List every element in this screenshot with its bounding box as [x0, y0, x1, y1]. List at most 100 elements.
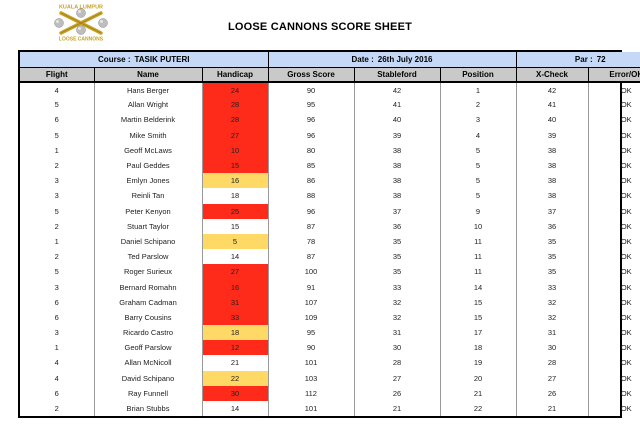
cell-position: 21: [440, 385, 517, 401]
cell-name: Brian Stubbs: [94, 400, 203, 417]
crossed-cannons-logo-icon: KUALA LUMPUR LOOSE CANNONS: [54, 5, 108, 43]
cell-xcheck: 31: [516, 325, 589, 341]
cell-gross-score: 91: [268, 279, 355, 295]
cell-stableford: 37: [354, 203, 441, 219]
page-title: LOOSE CANNONS SCORE SHEET: [227, 21, 413, 33]
table-row: 1 Daniel Schipano 5 78 35 11 35 OK: [20, 233, 640, 250]
par-value: 72: [596, 54, 606, 64]
cell-name: Graham Cadman: [94, 294, 203, 310]
cell-stableford: 36: [354, 218, 441, 234]
cell-position: 9: [440, 203, 517, 219]
table-row: 2 Stuart Taylor 15 87 36 10 36 OK: [20, 218, 640, 234]
table-row: 6 Barry Cousins 33 109 32 15 32 OK: [20, 309, 640, 325]
cell-flight: 1: [20, 340, 95, 356]
cell-error-ok: OK: [620, 221, 632, 231]
cell-name: Geoff Parslow: [94, 340, 203, 356]
cell-gross-score: 80: [268, 142, 355, 158]
cell-handicap: 33: [202, 309, 269, 325]
cell-position: 15: [440, 294, 517, 310]
cell-position: 19: [440, 355, 517, 371]
cell-gross-score: 103: [268, 370, 355, 386]
cell-handicap: 24: [202, 82, 269, 98]
svg-text:LOOSE CANNONS: LOOSE CANNONS: [59, 37, 104, 43]
cell-stableford: 32: [354, 309, 441, 325]
cell-xcheck: 38: [516, 142, 589, 158]
cell-error-ok: OK: [620, 100, 632, 110]
cell-name: Ricardo Castro: [94, 325, 203, 341]
cell-position: 5: [440, 142, 517, 158]
cell-flight: 5: [20, 264, 95, 280]
cell-handicap: 21: [202, 355, 269, 371]
cell-name: Hans Berger: [94, 82, 203, 98]
cell-flight: 3: [20, 279, 95, 295]
cell-handicap: 28: [202, 112, 269, 128]
cell-stableford: 38: [354, 157, 441, 174]
cell-gross-score: 95: [268, 325, 355, 341]
column-header-row: Flight Name Handicap Gross Score Stablef…: [20, 67, 640, 83]
cell-stableford: 32: [354, 294, 441, 310]
cell-position: 5: [440, 173, 517, 189]
cell-flight: 5: [20, 97, 95, 113]
table-row: 4 David Schipano 22 103 27 20 27 OK: [20, 370, 640, 386]
table-row: 1 Geoff Parslow 12 90 30 18 30 OK: [20, 340, 640, 356]
cell-name: Ted Parslow: [94, 249, 203, 265]
table-row: 3 Bernard Romahn 16 91 33 14 33 OK: [20, 279, 640, 295]
cell-flight: 1: [20, 233, 95, 250]
cell-name: Allan McNicoll: [94, 355, 203, 371]
cell-stableford: 35: [354, 233, 441, 250]
cell-gross-score: 109: [268, 309, 355, 325]
cell-stableford: 41: [354, 97, 441, 113]
cell-xcheck: 27: [516, 370, 589, 386]
cell-name: Allan Wright: [94, 97, 203, 113]
column-header-errorok: Error/OK: [588, 67, 640, 83]
cell-xcheck: 41: [516, 97, 589, 113]
club-logo: KUALA LUMPUR LOOSE CANNONS: [48, 2, 114, 42]
cell-error-ok: OK: [620, 206, 632, 216]
cell-xcheck: 32: [516, 294, 589, 310]
cell-error-ok: OK: [620, 267, 632, 277]
cell-handicap: 5: [202, 233, 269, 250]
cell-flight: 6: [20, 309, 95, 325]
course-label: Course :: [98, 54, 131, 64]
date-value: 26th July 2016: [377, 54, 433, 64]
cell-xcheck: 36: [516, 218, 589, 234]
table-row: 5 Roger Surieux 27 100 35 11 35 OK: [20, 264, 640, 280]
cell-gross-score: 101: [268, 355, 355, 371]
cell-name: Roger Surieux: [94, 264, 203, 280]
cell-stableford: 33: [354, 279, 441, 295]
cell-error-ok: OK: [620, 236, 632, 246]
cell-flight: 4: [20, 355, 95, 371]
cell-xcheck: 37: [516, 203, 589, 219]
column-header-position: Position: [440, 67, 517, 83]
cell-gross-score: 112: [268, 385, 355, 401]
table-row: 3 Ricardo Castro 18 95 31 17 31 OK: [20, 325, 640, 341]
cell-name: Bernard Romahn: [94, 279, 203, 295]
cell-position: 1: [440, 82, 517, 98]
cell-position: 15: [440, 309, 517, 325]
cell-stableford: 38: [354, 173, 441, 189]
cell-gross-score: 95: [268, 97, 355, 113]
table-row: 2 Ted Parslow 14 87 35 11 35 OK: [20, 249, 640, 265]
cell-handicap: 15: [202, 157, 269, 174]
table-row: 5 Allan Wright 28 95 41 2 41 OK: [20, 97, 640, 113]
cell-name: Martin Belderink: [94, 112, 203, 128]
cell-stableford: 30: [354, 340, 441, 356]
cell-position: 22: [440, 400, 517, 417]
table-row: 5 Peter Kenyon 25 96 37 9 37 OK: [20, 203, 640, 219]
cell-stableford: 27: [354, 370, 441, 386]
table-row: 3 Reinli Tan 18 88 38 5 38 OK: [20, 188, 640, 204]
cell-stableford: 35: [354, 249, 441, 265]
cell-gross-score: 100: [268, 264, 355, 280]
cell-flight: 3: [20, 188, 95, 204]
cell-stableford: 42: [354, 82, 441, 98]
cell-handicap: 27: [202, 127, 269, 143]
cell-flight: 2: [20, 249, 95, 265]
cell-gross-score: 96: [268, 127, 355, 143]
cell-error-ok: OK: [620, 297, 632, 307]
cell-gross-score: 78: [268, 233, 355, 250]
course-value: TASIK PUTERI: [134, 54, 190, 64]
cell-xcheck: 30: [516, 340, 589, 356]
cell-error-ok: OK: [620, 85, 632, 95]
cell-xcheck: 32: [516, 309, 589, 325]
